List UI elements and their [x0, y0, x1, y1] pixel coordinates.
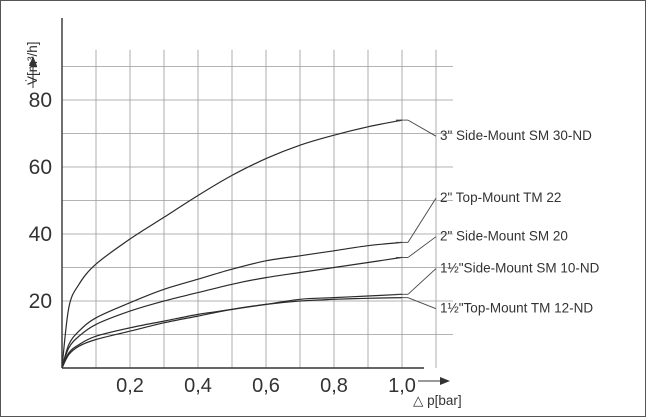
leader-line	[407, 297, 437, 310]
y-tick-label: 60	[29, 156, 52, 179]
x-tick-label: 0,4	[184, 375, 212, 397]
y-axis-arrow-head	[29, 56, 37, 66]
series-line	[61, 241, 403, 369]
series-label: 1½"Side-Mount SM 10-ND	[440, 261, 600, 276]
y-tick-label: 40	[29, 223, 52, 246]
axes	[61, 18, 424, 369]
leader-line	[407, 236, 437, 258]
leader-line	[407, 119, 437, 137]
series-line	[61, 297, 403, 369]
leader-line	[407, 197, 437, 243]
x-axis-title: △ p[bar]	[413, 393, 462, 408]
leader-line	[407, 268, 437, 295]
y-axis-title-group: V̇[m³/h]	[25, 41, 40, 88]
x-tick-label: 0,6	[252, 375, 280, 397]
series-line	[61, 293, 403, 369]
series-label: 3" Side-Mount SM 30-ND	[440, 128, 592, 143]
grid	[62, 49, 453, 368]
x-tick-label: 1,0	[388, 375, 416, 397]
series-label: 2" Top-Mount TM 22	[440, 190, 561, 205]
x-tick-label: 0,8	[320, 375, 348, 397]
y-tick-label: 80	[29, 89, 52, 112]
series-labels: 3" Side-Mount SM 30-ND 2" Top-Mount TM 22…	[440, 128, 600, 316]
leader-lines	[396, 119, 437, 310]
series-label: 1½"Top-Mount TM 12-ND	[440, 301, 593, 316]
y-tick-label: 20	[29, 290, 52, 313]
series-line	[61, 256, 403, 369]
series-label: 2" Side-Mount SM 20	[440, 229, 568, 244]
x-tick-label: 0,2	[116, 375, 144, 397]
x-axis-title-group: △ p[bar]	[413, 377, 462, 408]
tick-labels: 20 40 60 80 0,2 0,4 0,6 0,8 1,0	[29, 89, 416, 397]
curves	[61, 119, 403, 369]
series-line	[61, 119, 403, 369]
x-axis-arrow-head	[440, 377, 450, 385]
